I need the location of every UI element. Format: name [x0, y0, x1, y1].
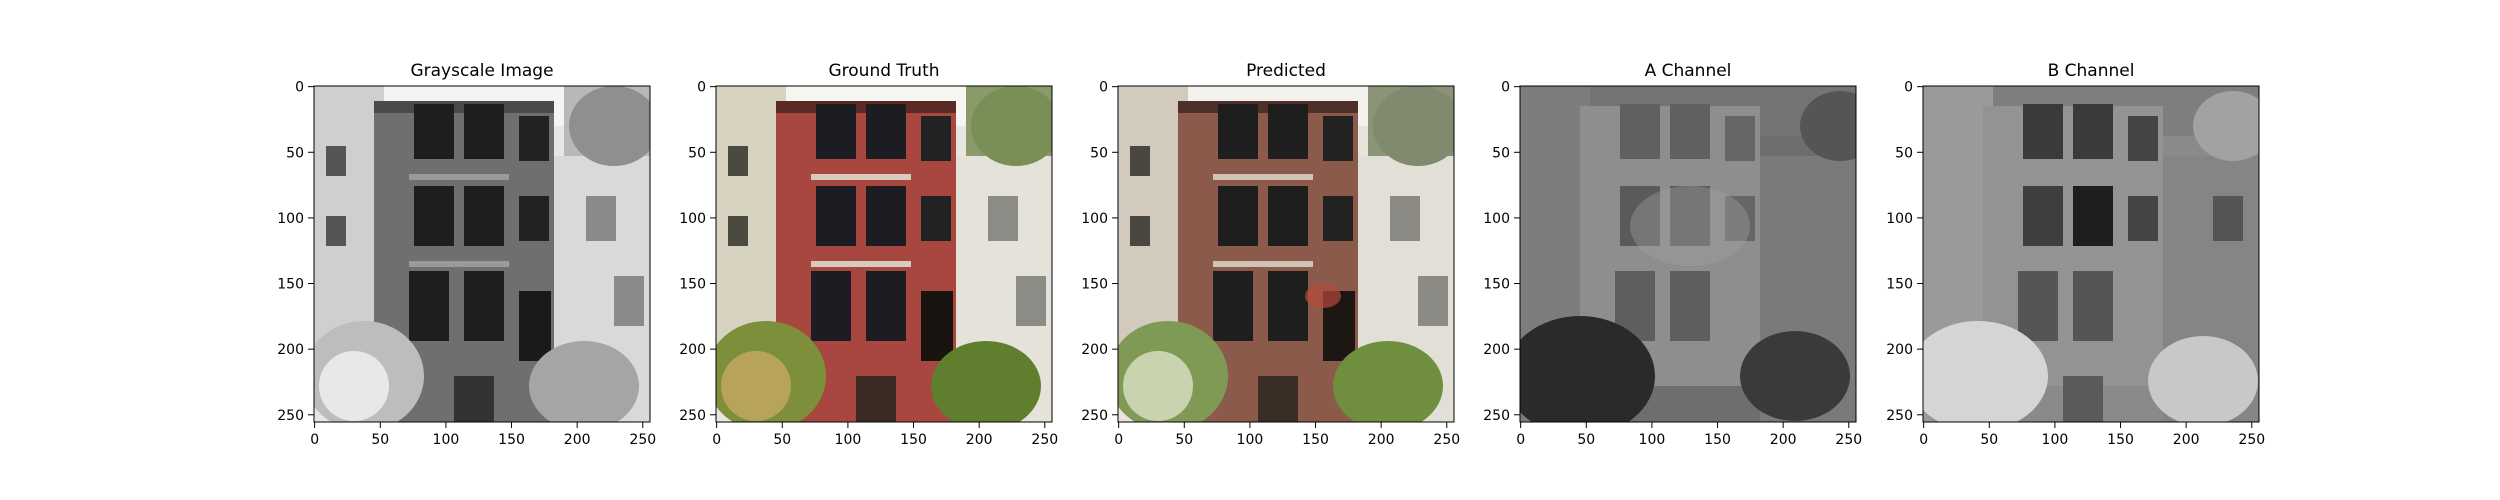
y-tick-label: 200	[277, 342, 304, 358]
panel-image	[1520, 86, 1856, 422]
y-tick-label: 250	[679, 408, 706, 424]
y-tick-label: 100	[1483, 211, 1510, 227]
panel-image	[1118, 86, 1454, 422]
panel-a-channel: A Channel 0 50 100 150 200 250 0 50 100 150 200 250	[1483, 61, 1862, 448]
panel-image	[1923, 86, 2259, 422]
y-tick-label: 50	[1492, 145, 1510, 161]
y-tick-label: 0	[1904, 80, 1913, 96]
x-tick-label: 100	[1639, 432, 1666, 448]
x-tick-label: 150	[498, 432, 525, 448]
panel-ground-truth: Ground Truth 0 50 100 150 200 250 0 50 100 150 200 2…	[679, 61, 1058, 448]
x-tick-label: 200	[1368, 432, 1395, 448]
y-tick-label: 0	[1099, 80, 1108, 96]
panel-b-channel: B Channel 0 50 100 150 200 250 0 50 100 150 200 250	[1886, 61, 2265, 448]
y-tick-label: 100	[1081, 211, 1108, 227]
x-tick-label: 100	[433, 432, 460, 448]
x-tick-label: 250	[2238, 432, 2265, 448]
y-tick-label: 50	[688, 145, 706, 161]
panel-title: B Channel	[2048, 61, 2135, 81]
y-tick-label: 150	[277, 277, 304, 293]
panel-title: A Channel	[1645, 61, 1732, 81]
x-tick-label: 0	[1516, 432, 1525, 448]
y-tick-label: 200	[1886, 342, 1913, 358]
x-tick-label: 0	[712, 432, 721, 448]
x-tick-label: 250	[629, 432, 656, 448]
x-tick-label: 50	[1175, 432, 1193, 448]
y-tick-label: 250	[277, 408, 304, 424]
axes-frame	[1117, 85, 1455, 423]
panel-title: Grayscale Image	[410, 61, 553, 81]
y-tick-label: 100	[679, 211, 706, 227]
y-tick-label: 50	[286, 145, 304, 161]
y-tick-label: 150	[1483, 277, 1510, 293]
x-tick-label: 250	[1031, 432, 1058, 448]
x-tick-label: 150	[900, 432, 927, 448]
x-tick-label: 250	[1835, 432, 1862, 448]
x-tick-label: 100	[1237, 432, 1264, 448]
y-tick-label: 200	[1483, 342, 1510, 358]
y-tick-label: 100	[277, 211, 304, 227]
x-tick-label: 200	[966, 432, 993, 448]
x-tick-label: 50	[1980, 432, 1998, 448]
x-tick-label: 200	[1770, 432, 1797, 448]
axes-frame	[313, 85, 651, 423]
y-tick-label: 250	[1483, 408, 1510, 424]
axes-frame	[1922, 85, 2260, 423]
panel-predicted: Predicted 0 50 100 150 200 250 0 50 100 150 200 250	[1081, 61, 1460, 448]
y-tick-label: 150	[679, 277, 706, 293]
y-tick-label: 50	[1895, 145, 1913, 161]
y-tick-label: 200	[679, 342, 706, 358]
x-tick-label: 150	[2107, 432, 2134, 448]
x-tick-label: 0	[1114, 432, 1123, 448]
x-tick-label: 150	[1302, 432, 1329, 448]
x-tick-label: 0	[310, 432, 319, 448]
y-tick-label: 150	[1081, 277, 1108, 293]
panel-image	[716, 86, 1052, 422]
x-tick-label: 250	[1433, 432, 1460, 448]
x-tick-label: 200	[564, 432, 591, 448]
x-tick-label: 50	[1577, 432, 1595, 448]
x-tick-label: 200	[2173, 432, 2200, 448]
x-tick-label: 100	[835, 432, 862, 448]
x-tick-label: 100	[2042, 432, 2069, 448]
y-tick-label: 200	[1081, 342, 1108, 358]
x-tick-label: 50	[773, 432, 791, 448]
y-tick-label: 0	[1501, 80, 1510, 96]
y-tick-label: 250	[1081, 408, 1108, 424]
axes-frame	[715, 85, 1053, 423]
y-tick-label: 0	[697, 80, 706, 96]
x-tick-label: 0	[1919, 432, 1928, 448]
y-tick-label: 0	[295, 80, 304, 96]
panel-title: Predicted	[1246, 61, 1326, 81]
panel-grayscale: Grayscale Image 0 50 100 150 200 250 0 50 100 150 2…	[277, 61, 656, 448]
y-tick-label: 250	[1886, 408, 1913, 424]
panel-image	[314, 86, 650, 422]
y-tick-label: 50	[1090, 145, 1108, 161]
x-tick-label: 50	[371, 432, 389, 448]
y-tick-label: 100	[1886, 211, 1913, 227]
y-tick-label: 150	[1886, 277, 1913, 293]
axes-frame	[1519, 85, 1857, 423]
panel-title: Ground Truth	[828, 61, 939, 81]
x-tick-label: 150	[1704, 432, 1731, 448]
